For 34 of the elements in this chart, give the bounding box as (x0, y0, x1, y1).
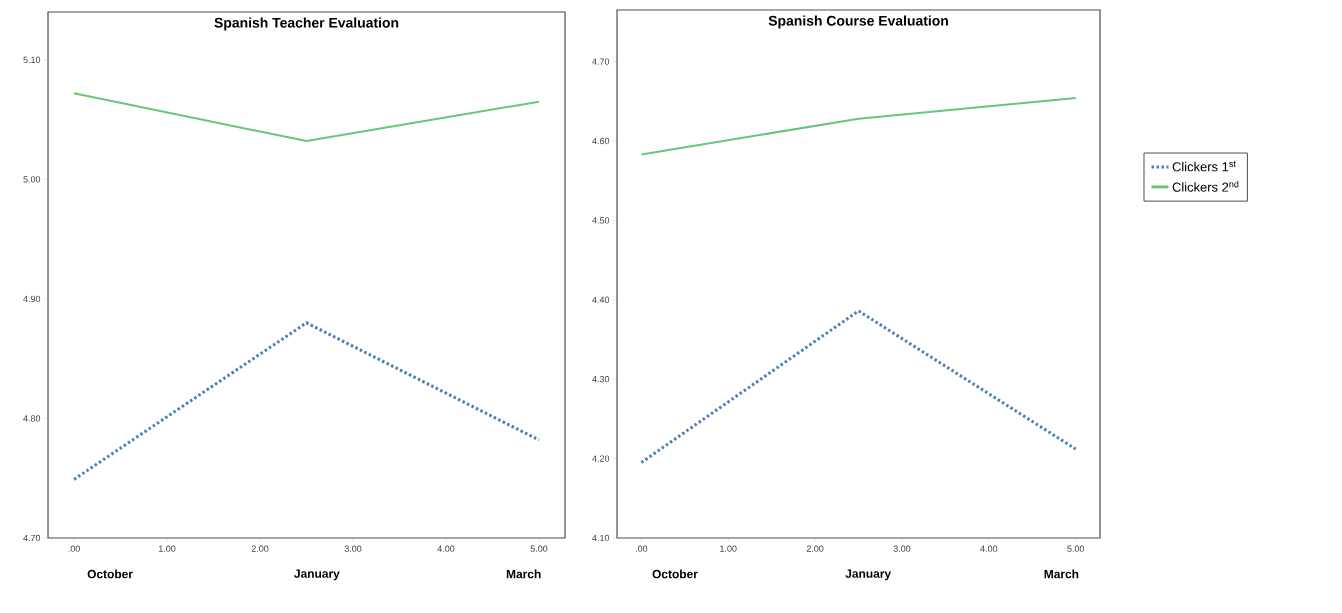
x-tick-label: 2.00 (806, 545, 824, 552)
x-tick-label: .00 (635, 545, 648, 552)
x-tick-label: 1.00 (720, 545, 737, 552)
text: October (652, 569, 698, 579)
chart-title: Spanish Course Evaluation (768, 15, 948, 29)
x-tick-label: 3.00 (344, 545, 362, 552)
text: January (845, 569, 892, 581)
text: March (1044, 569, 1079, 579)
y-tick-label: 4.70 (23, 534, 41, 542)
x-tick-label: 2.00 (251, 545, 269, 552)
chart-title: Spanish Teacher Evaluation (214, 17, 399, 31)
x-tick-label: 1.00 (159, 545, 176, 552)
text: March (506, 569, 541, 579)
y-tick-label: 4.10 (592, 534, 610, 542)
x-tick-label: 5.00 (530, 545, 548, 552)
y-tick-label: 4.80 (23, 415, 41, 422)
x-tick-label: 4.00 (437, 545, 455, 552)
text: January (294, 569, 340, 581)
x-tick-label: 3.00 (893, 545, 911, 552)
y-tick-label: 4.20 (592, 455, 610, 462)
y-tick-label: 5.10 (23, 56, 41, 63)
y-tick-label: 4.90 (23, 295, 41, 303)
y-tick-label: 4.70 (592, 58, 610, 65)
y-tick-label: 5.00 (23, 176, 41, 183)
y-tick-label: 4.30 (592, 376, 610, 383)
x-tick-label: 4.00 (980, 545, 998, 552)
y-tick-label: 4.50 (592, 217, 610, 224)
y-tick-label: 4.60 (592, 137, 610, 145)
x-tick-label: 5.00 (1067, 545, 1085, 552)
y-tick-label: 4.40 (592, 296, 610, 303)
text: October (87, 569, 133, 579)
legend-label: Clickers 1$^{st}$ (1172, 161, 1236, 172)
x-tick-label: .00 (68, 545, 80, 552)
legend-label: Clickers 2$^{nd}$ (1172, 180, 1239, 192)
